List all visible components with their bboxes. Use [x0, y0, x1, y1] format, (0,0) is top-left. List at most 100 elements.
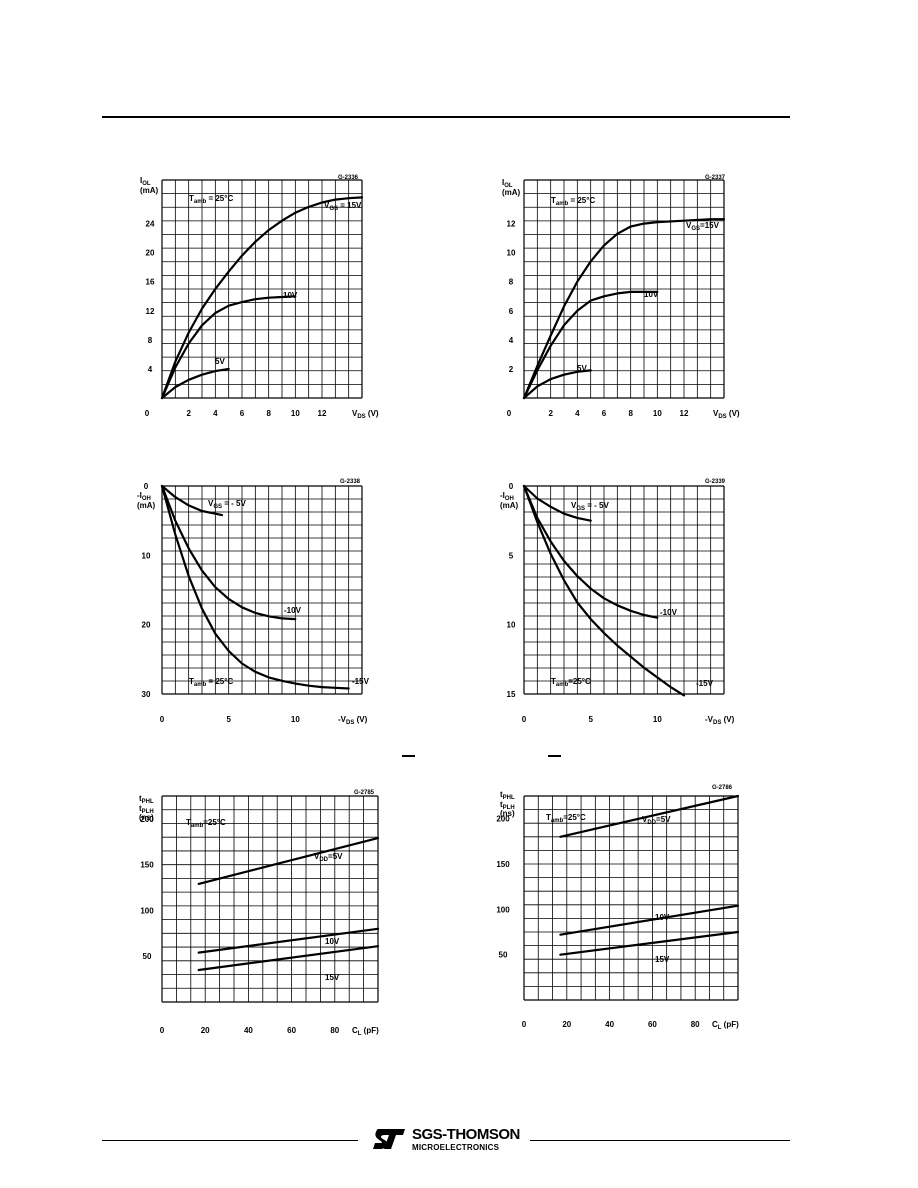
x-tick-label: 20: [562, 1020, 571, 1029]
x-tick-label: 4: [213, 409, 218, 418]
x-axis-label: CL (pF): [712, 1020, 739, 1031]
x-tick-label: 2: [548, 409, 553, 418]
x-tick-label: 10: [653, 409, 662, 418]
grid: [161, 485, 363, 695]
y-tick-label: 100: [140, 906, 154, 915]
y-axis-unit: (ns): [500, 809, 515, 818]
y-tick-label: 0: [509, 482, 514, 491]
y-tick-label: 8: [148, 336, 153, 345]
grid: [523, 485, 725, 695]
x-tick-label: 0: [145, 409, 150, 418]
footer-rule-right: [530, 1140, 790, 1141]
x-tick-label: 2: [186, 409, 191, 418]
chart-code: G-2785: [354, 790, 375, 796]
y-axis-label: IOL: [502, 178, 513, 189]
series-label: 10V: [283, 291, 298, 300]
series-label: 10V: [325, 937, 340, 946]
y-tick-label: 0: [144, 482, 149, 491]
series-label: VDD=5V: [642, 815, 671, 826]
series-label: 10V: [655, 913, 670, 922]
y-tick-label: 6: [509, 307, 514, 316]
y-tick-label: 50: [499, 951, 508, 960]
grid: [161, 179, 363, 399]
x-tick-label: 10: [291, 715, 300, 724]
x-tick-label: 80: [330, 1026, 339, 1035]
series-line: [559, 794, 740, 838]
x-tick-label: 4: [575, 409, 580, 418]
y-tick-label: 30: [142, 690, 151, 699]
x-tick-label: 8: [266, 409, 271, 418]
y-axis-unit: (mA): [500, 501, 519, 510]
y-axis-label: tPHL: [500, 790, 515, 801]
temperature-annotation: Tamb = 25°C: [189, 194, 233, 205]
series-line: [559, 930, 740, 956]
series-label: -15V: [696, 679, 714, 688]
y-tick-label: 5: [509, 551, 514, 560]
x-tick-label: 60: [287, 1026, 296, 1035]
series-line: [197, 945, 380, 972]
series-label: 15V: [325, 973, 340, 982]
x-axis-label: VDS (V): [713, 409, 740, 420]
overline-mark-1: [402, 755, 415, 757]
series-line: [160, 367, 230, 400]
series-label: VGS=15V: [686, 221, 720, 232]
series-line: [522, 369, 592, 400]
y-axis-unit: (mA): [137, 501, 156, 510]
y-tick-label: 10: [507, 621, 516, 630]
y-axis-label: tPHL: [139, 794, 154, 805]
x-tick-label: 5: [588, 715, 593, 724]
series-line: [559, 904, 740, 936]
series-line: [197, 837, 380, 885]
series-line: [160, 484, 350, 690]
series-line: [197, 927, 380, 954]
x-tick-label: 5: [226, 715, 231, 724]
chart-code: G-2786: [712, 785, 733, 791]
series-label: VGS = - 5V: [571, 501, 609, 512]
chart-code: G-2339: [705, 479, 726, 485]
y-tick-label: 15: [507, 690, 516, 699]
x-axis-label: VDS (V): [352, 409, 379, 420]
y-tick-label: 200: [496, 815, 510, 824]
series-label: 5V: [577, 364, 587, 373]
temperature-annotation: Tamb=25°C: [186, 818, 226, 829]
y-tick-label: 16: [146, 278, 155, 287]
y-tick-label: 10: [142, 551, 151, 560]
st-logo-icon: [373, 1129, 405, 1149]
series-label: 5V: [215, 357, 225, 366]
chart-code: G-2338: [340, 479, 361, 485]
x-tick-label: 40: [605, 1020, 614, 1029]
y-axis-unit: (mA): [502, 188, 521, 197]
x-tick-label: 40: [244, 1026, 253, 1035]
series-line: [522, 484, 592, 522]
y-axis-label-2: tPLH: [500, 800, 515, 811]
y-axis-label: -IOH: [500, 491, 514, 502]
y-tick-label: 10: [507, 249, 516, 258]
x-tick-label: 20: [201, 1026, 210, 1035]
x-tick-label: 6: [240, 409, 245, 418]
y-tick-label: 100: [496, 905, 510, 914]
series-label: -10V: [284, 606, 302, 615]
x-axis-label: -VDS (V): [705, 715, 735, 726]
x-axis-label: -VDS (V): [338, 715, 368, 726]
series-line: [160, 295, 297, 400]
x-tick-label: 12: [318, 409, 327, 418]
x-tick-label: 80: [691, 1020, 700, 1029]
y-axis-label: IOL: [140, 176, 151, 187]
series-label: -10V: [660, 608, 678, 617]
temperature-annotation: Tamb = 25°C: [189, 677, 233, 688]
chart-code: G-2337: [705, 175, 726, 181]
x-tick-label: 0: [160, 715, 165, 724]
y-tick-label: 20: [146, 249, 155, 258]
series-label: -15V: [352, 677, 370, 686]
series-line: [522, 484, 659, 619]
y-tick-label: 150: [140, 861, 154, 870]
y-axis-unit: (ns): [139, 813, 154, 822]
y-tick-label: 4: [148, 365, 153, 374]
temperature-annotation: Tamb = 25°C: [551, 196, 595, 207]
temperature-annotation: Tamb=25°C: [551, 677, 591, 688]
y-tick-label: 8: [509, 278, 514, 287]
